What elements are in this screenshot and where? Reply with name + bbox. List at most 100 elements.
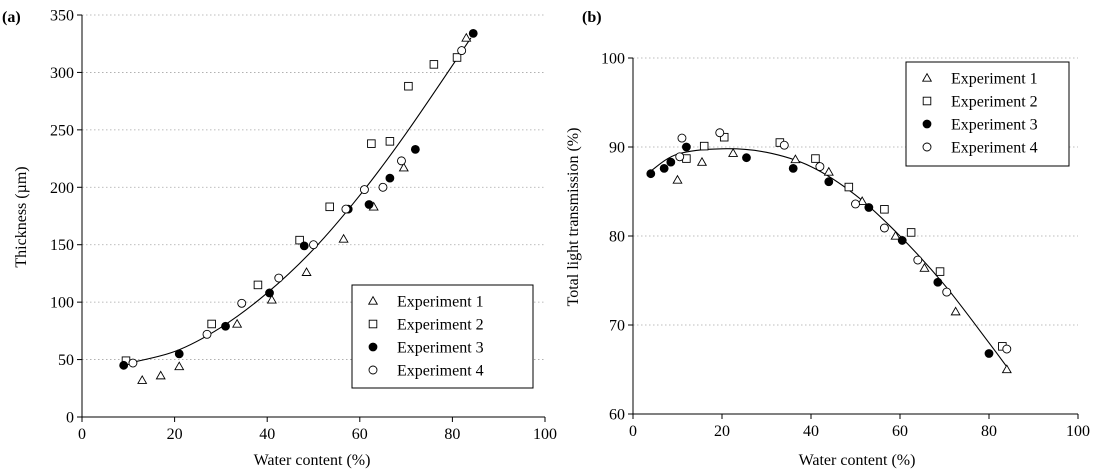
data-point-experiment-1 xyxy=(266,294,277,304)
data-point-experiment-3 xyxy=(265,288,274,298)
data-point-experiment-1 xyxy=(696,156,708,166)
y-tick-label: 250 xyxy=(50,122,74,139)
legend-marker xyxy=(367,295,379,305)
data-point-experiment-3 xyxy=(221,321,230,331)
y-tick-label: 100 xyxy=(50,295,74,312)
data-point-experiment-2 xyxy=(844,182,854,192)
data-point-experiment-1 xyxy=(790,154,801,164)
legend-marker xyxy=(922,96,932,106)
data-point-experiment-3 xyxy=(788,163,798,173)
data-point-experiment-3 xyxy=(984,349,994,358)
data-point-experiment-2 xyxy=(207,319,216,329)
legend-label: Experiment 2 xyxy=(951,94,1038,111)
data-point-experiment-2 xyxy=(253,280,263,290)
data-point-experiment-1 xyxy=(728,148,739,157)
legend-marker xyxy=(922,142,932,152)
data-point-experiment-4 xyxy=(359,185,369,195)
data-point-experiment-2 xyxy=(811,154,820,163)
data-point-experiment-3 xyxy=(897,236,907,245)
x-axis-label: Water content (%) xyxy=(254,452,371,469)
data-point-experiment-3 xyxy=(174,349,184,359)
y-tick-label: 300 xyxy=(50,65,74,82)
y-tick-label: 80 xyxy=(609,229,625,246)
legend: Experiment 1 Experiment 2 Experiment 3 Expe… xyxy=(351,284,534,389)
y-tick-label: 70 xyxy=(609,318,625,335)
data-point-experiment-3 xyxy=(410,144,420,154)
data-point-experiment-4 xyxy=(237,298,247,308)
data-point-experiment-1 xyxy=(461,32,472,42)
panel-a-thickness: (a) Water content (%) Thickness (µm) 0 50… xyxy=(2,8,557,470)
y-tick-label: 50 xyxy=(58,352,74,369)
y-tick-label: 0 xyxy=(66,410,74,427)
data-point-experiment-2 xyxy=(880,205,889,214)
data-point-experiment-3 xyxy=(933,277,943,287)
legend-label: Experiment 1 xyxy=(397,294,484,311)
data-point-experiment-1 xyxy=(1001,364,1012,374)
x-axis-label: Water content (%) xyxy=(799,452,916,469)
legend-label: Experiment 3 xyxy=(397,340,484,357)
y-tick-label: 200 xyxy=(50,180,74,197)
panel-label: (b) xyxy=(582,9,602,26)
data-point-experiment-2 xyxy=(429,60,439,69)
y-tick-label: 90 xyxy=(609,140,625,157)
data-point-experiment-4 xyxy=(815,162,825,172)
y-tick-label: 350 xyxy=(50,8,74,25)
y-tick-label: 100 xyxy=(601,51,625,68)
data-point-experiment-4 xyxy=(675,152,685,162)
data-point-experiment-2 xyxy=(699,141,709,151)
legend-marker xyxy=(921,72,933,82)
data-point-experiment-4 xyxy=(397,156,406,166)
data-point-experiment-4 xyxy=(913,255,923,265)
x-tick-label: 40 xyxy=(803,423,819,440)
data-point-experiment-1 xyxy=(857,196,868,205)
x-tick-label: 60 xyxy=(892,423,908,440)
x-tick-label: 100 xyxy=(533,426,557,443)
data-point-experiment-2 xyxy=(452,53,462,62)
y-axis-label: Thickness (µm) xyxy=(13,166,30,267)
data-point-experiment-1 xyxy=(398,162,409,172)
data-point-experiment-3 xyxy=(682,142,691,152)
data-point-experiment-4 xyxy=(942,287,952,297)
legend-box xyxy=(351,284,534,389)
x-tick-label: 20 xyxy=(167,426,183,443)
data-point-experiment-2 xyxy=(935,267,945,276)
y-tick-label: 150 xyxy=(50,237,74,254)
data-point-experiment-3 xyxy=(119,360,129,370)
data-point-experiment-3 xyxy=(824,177,834,187)
legend-marker xyxy=(922,119,932,129)
data-point-experiment-3 xyxy=(864,203,874,212)
x-tick-label: 40 xyxy=(259,426,275,443)
data-point-experiment-4 xyxy=(851,199,860,209)
legend-marker xyxy=(368,319,378,329)
x-tick-label: 0 xyxy=(78,426,86,443)
legend-label: Experiment 3 xyxy=(951,117,1038,134)
data-point-experiment-1 xyxy=(672,174,683,184)
data-point-experiment-4 xyxy=(309,240,318,250)
legend-marker xyxy=(368,342,378,352)
data-point-experiment-1 xyxy=(950,306,961,316)
data-point-experiment-2 xyxy=(906,228,916,237)
data-point-experiment-1 xyxy=(823,166,834,176)
data-point-experiment-3 xyxy=(385,173,395,183)
data-point-experiment-4 xyxy=(128,358,138,368)
data-point-experiment-2 xyxy=(295,235,304,245)
legend: Experiment 1 Experiment 2 Experiment 3 Expe… xyxy=(905,61,1070,167)
data-point-experiment-2 xyxy=(367,139,376,148)
x-tick-label: 0 xyxy=(629,423,637,440)
data-point-experiment-1 xyxy=(338,233,349,243)
data-point-experiment-2 xyxy=(404,81,413,91)
data-point-experiment-3 xyxy=(364,200,374,209)
legend-label: Experiment 2 xyxy=(397,317,484,334)
y-axis-label: Total light transmission (%) xyxy=(565,128,582,307)
data-point-experiment-4 xyxy=(715,128,725,138)
data-point-experiment-4 xyxy=(779,140,789,150)
data-point-experiment-4 xyxy=(378,182,388,192)
data-point-experiment-4 xyxy=(879,223,889,233)
legend-box xyxy=(905,61,1070,167)
x-tick-label: 100 xyxy=(1066,423,1090,440)
data-point-experiment-1 xyxy=(155,370,166,380)
data-point-experiment-3 xyxy=(666,157,676,167)
panel-b-light-transmission: (b) Water content (%) Total light transm… xyxy=(565,9,1090,469)
data-point-experiment-2 xyxy=(719,132,729,142)
data-point-experiment-4 xyxy=(274,273,284,283)
